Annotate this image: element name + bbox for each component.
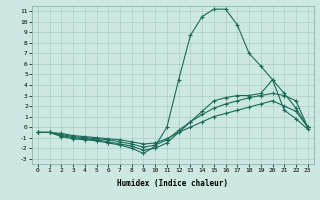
X-axis label: Humidex (Indice chaleur): Humidex (Indice chaleur) <box>117 179 228 188</box>
